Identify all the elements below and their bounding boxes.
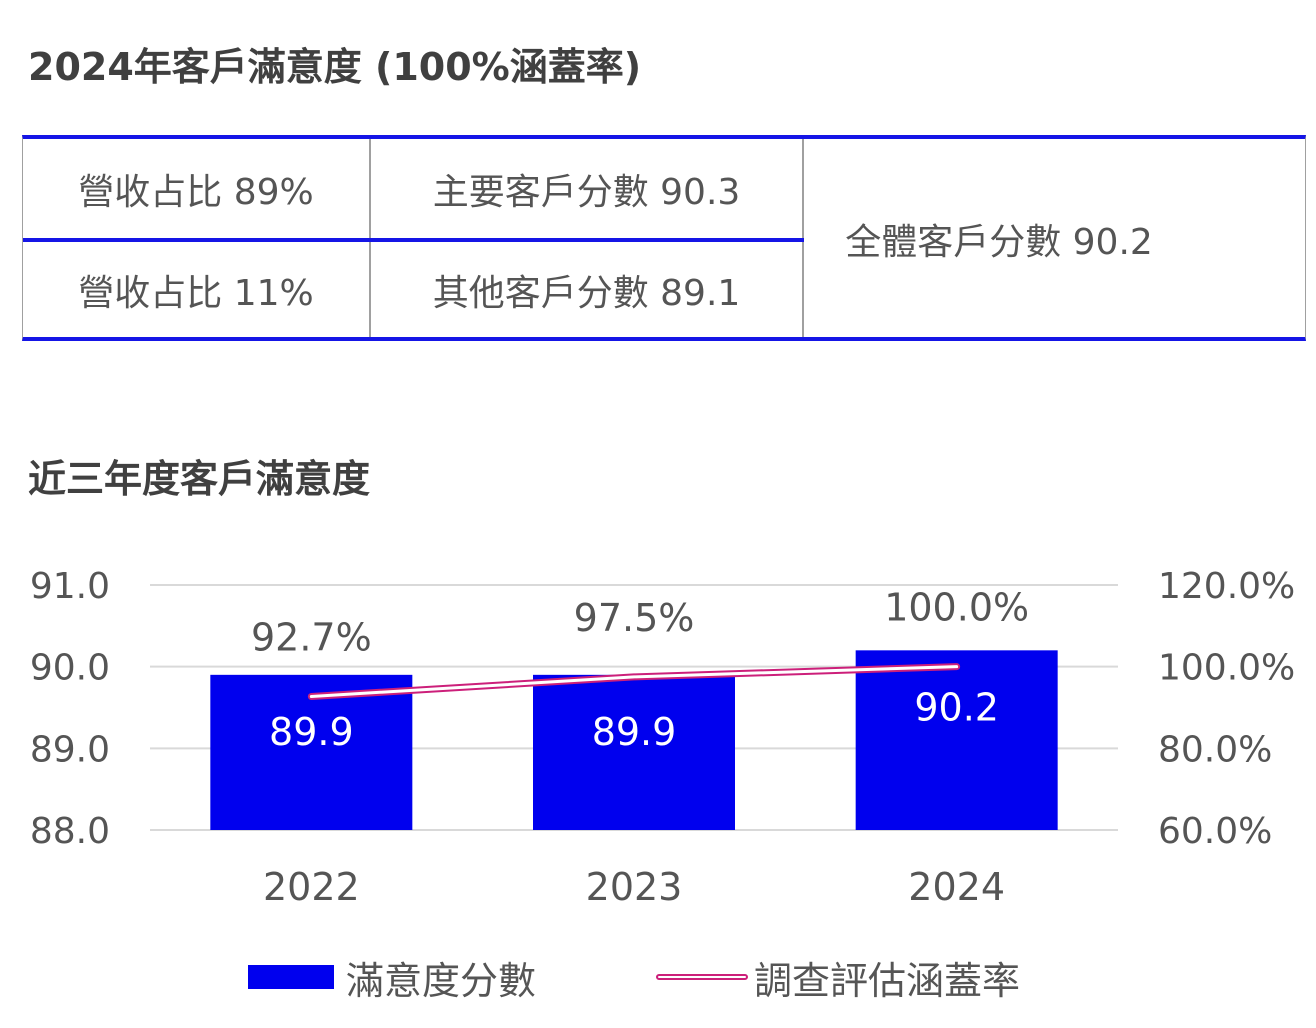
legend-line-swatch (656, 974, 748, 980)
row-divider (23, 238, 804, 242)
overall-customer-score: 全體客戶分數 90.2 (845, 221, 1153, 263)
satisfaction-chart: 91.0 90.0 89.0 88.0 120.0% 100.0% 80.0% 60.0% 89… (30, 566, 1295, 909)
x-tick-label: 2024 (908, 865, 1005, 909)
coverage-value-label: 97.5% (574, 596, 695, 640)
y-left-tick-label: 88.0 (30, 811, 110, 852)
bar-value-label: 89.9 (269, 710, 354, 754)
chart-title: 近三年度客戶滿意度 (28, 457, 371, 501)
y-right-tick-label: 120.0% (1158, 566, 1295, 607)
main-title: 2024年客戶滿意度 (100%涵蓋率) (28, 45, 642, 89)
bar (533, 674, 735, 830)
bar (855, 650, 1058, 830)
x-tick-label: 2023 (586, 865, 683, 909)
y-right-tick-label: 60.0% (1158, 811, 1272, 852)
bar-value-label: 89.9 (592, 710, 677, 754)
bar-value-label: 90.2 (914, 685, 999, 729)
legend-bar-swatch (248, 965, 334, 989)
y-left-tick-label: 89.0 (30, 729, 110, 770)
coverage-line-inner (309, 665, 959, 698)
major-revenue-share: 營收占比 89% (78, 172, 314, 213)
legend-item-score: 滿意度分數 (248, 952, 537, 1003)
y-right-tick-label: 80.0% (1158, 729, 1272, 770)
other-revenue-share: 營收占比 11% (78, 273, 314, 314)
y-left-tick-label: 90.0 (30, 648, 110, 689)
legend-label-score: 滿意度分數 (346, 958, 537, 1003)
bar (210, 674, 413, 830)
legend-item-coverage: 調查評估涵蓋率 (656, 952, 1021, 1003)
major-customer-score: 主要客戶分數 90.3 (432, 172, 741, 213)
legend-label-coverage: 調查評估涵蓋率 (754, 958, 1021, 1003)
coverage-value-label: 100.0% (884, 586, 1029, 630)
summary-table: 營收占比 89% 主要客戶分數 90.3 營收占比 11% 其他客戶分數 89.… (22, 135, 1306, 341)
coverage-value-label: 92.7% (251, 615, 372, 659)
y-left-tick-label: 91.0 (30, 566, 110, 607)
other-customer-score: 其他客戶分數 89.1 (432, 273, 741, 314)
x-tick-label: 2022 (263, 865, 360, 909)
y-right-tick-label: 100.0% (1158, 648, 1295, 689)
